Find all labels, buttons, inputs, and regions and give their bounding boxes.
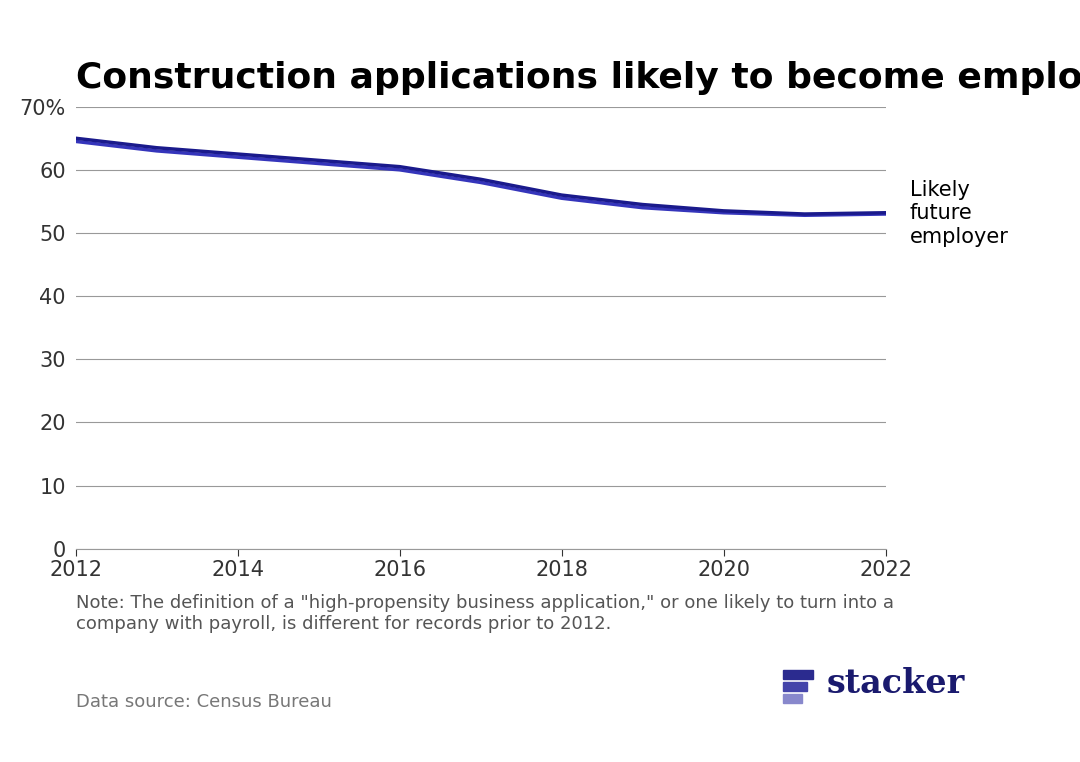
Text: Construction applications likely to become employers: Construction applications likely to beco… — [76, 61, 1080, 95]
Text: Note: The definition of a "high-propensity business application," or one likely : Note: The definition of a "high-propensi… — [76, 594, 893, 633]
Text: stacker: stacker — [826, 667, 964, 700]
Text: Likely
future
employer: Likely future employer — [909, 180, 1009, 247]
Text: Data source: Census Bureau: Data source: Census Bureau — [76, 693, 332, 712]
